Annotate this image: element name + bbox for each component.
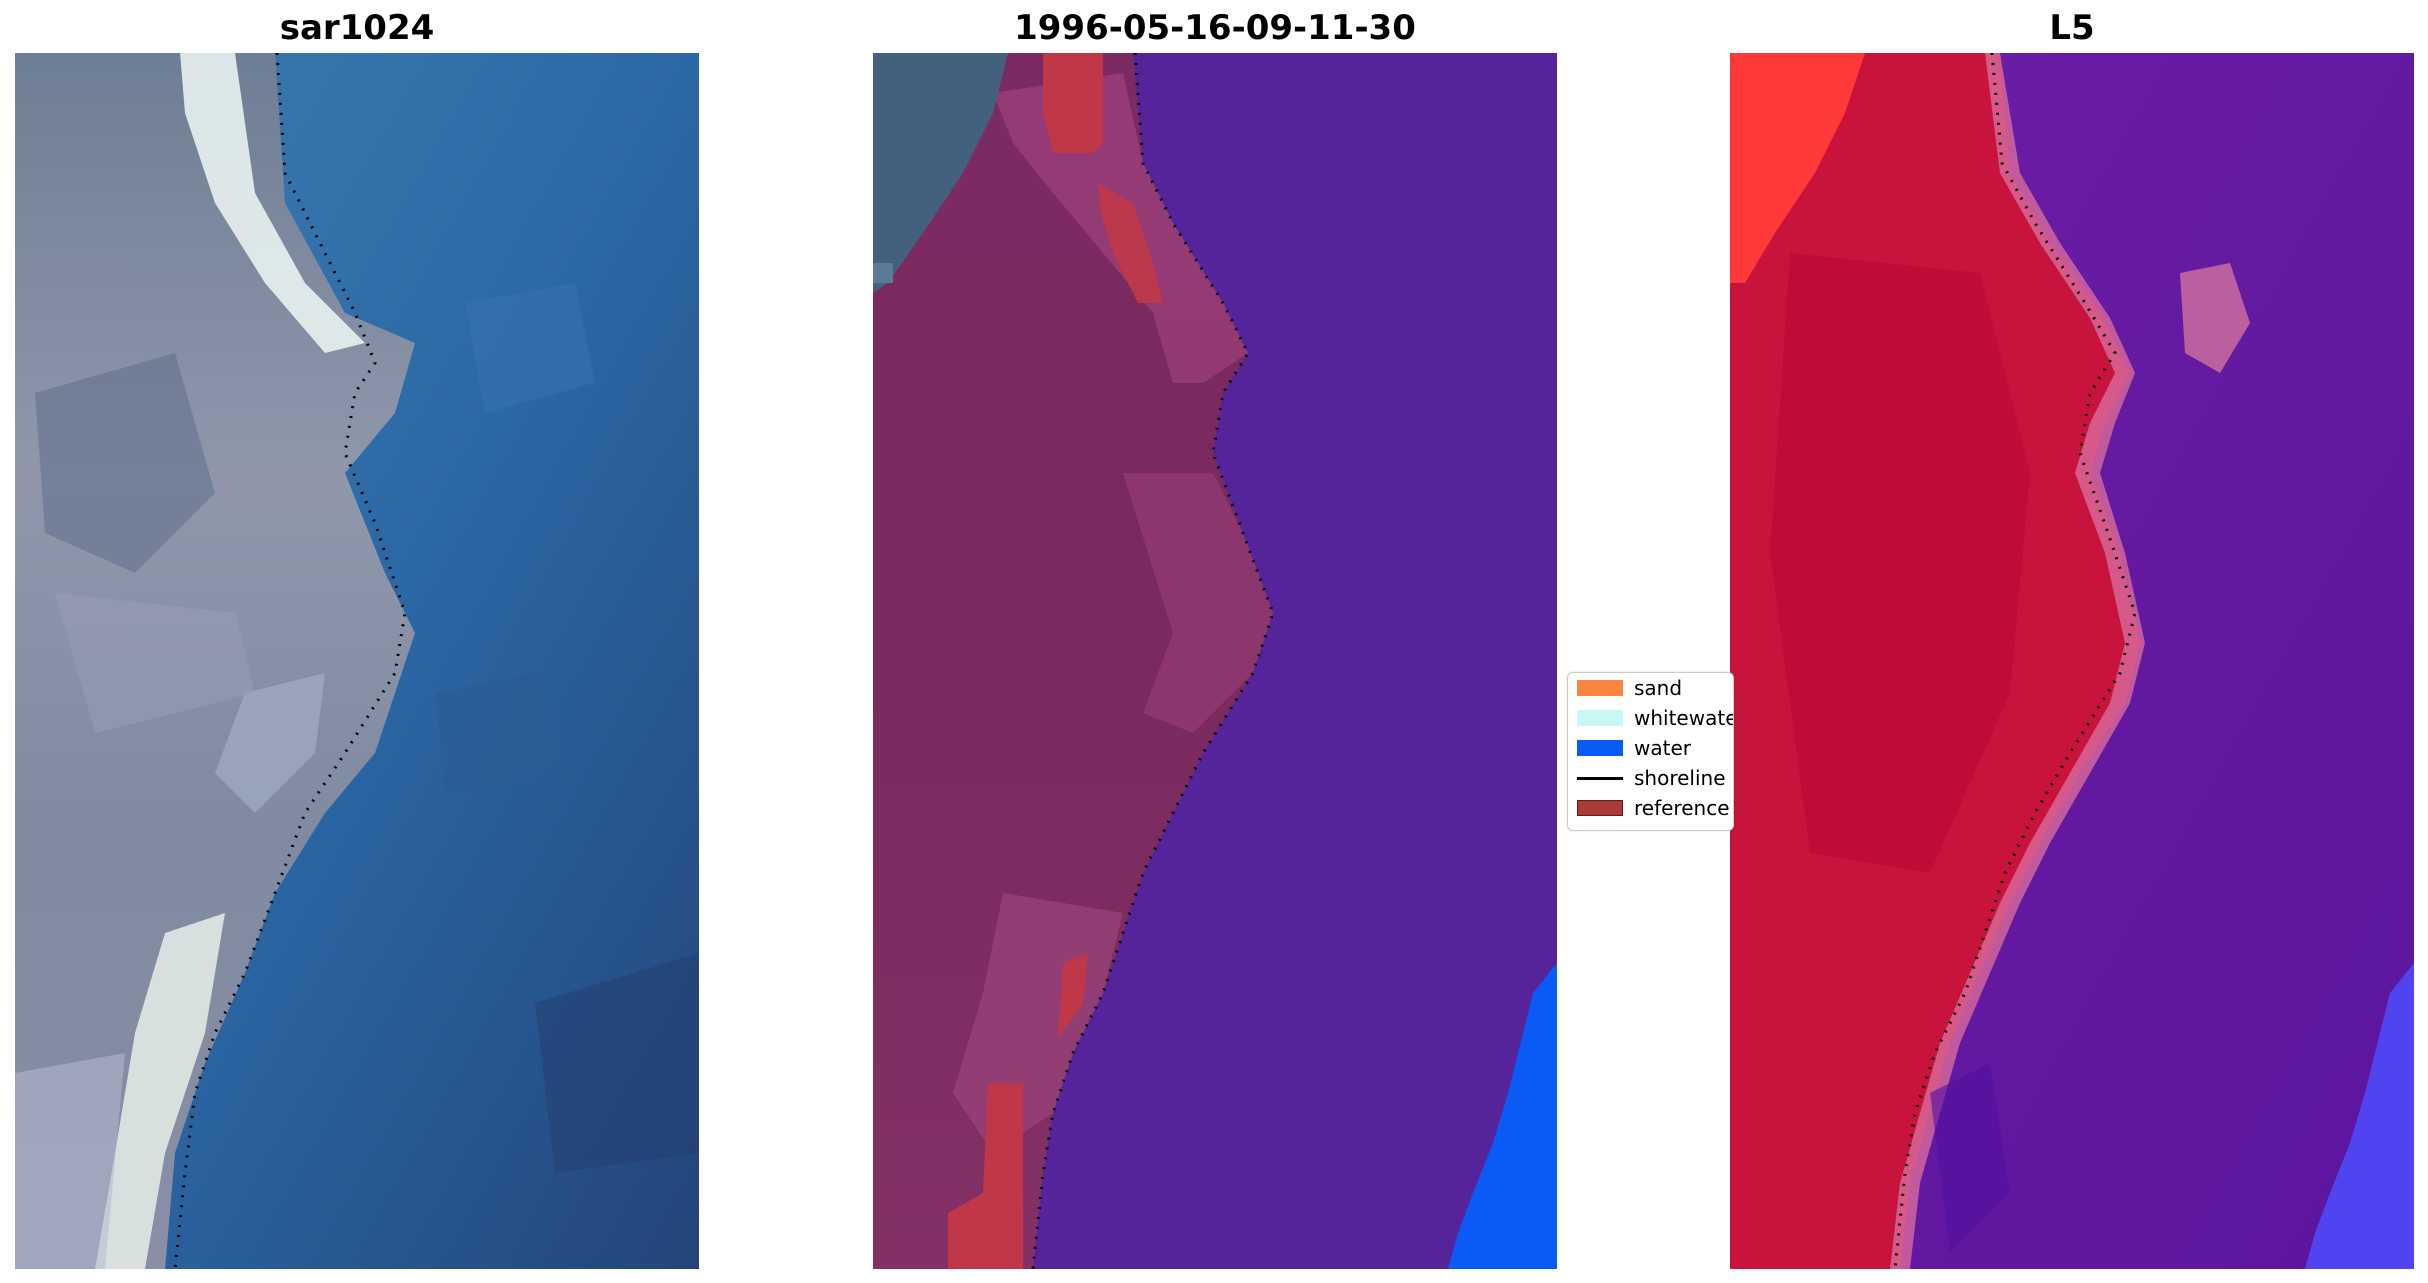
classified-image-panel [873,53,1557,1269]
legend-swatch-sand [1577,680,1623,696]
satellite-image [15,53,699,1269]
shoreline-dotted [1893,53,2137,1269]
legend-label-whitewater: whitewater [1634,706,1733,730]
legend-swatch-whitewater [1577,710,1623,726]
legend-item-reference: reference [1568,793,1733,823]
legend-label-reference: reference [1634,796,1730,820]
legend-swatch-water [1577,740,1623,756]
legend-label-water: water [1634,736,1691,760]
legend-label-shoreline: shoreline [1634,766,1726,790]
shoreline-dotted [173,53,407,1269]
l5-image-panel [1730,53,2414,1269]
legend-item-water: water [1568,733,1733,763]
l5-image [1730,53,2414,1269]
legend-line-shoreline [1577,777,1623,780]
panel-title-sar1024: sar1024 [279,8,435,48]
shoreline-dotted [1031,53,1275,1269]
panel-title-l5: L5 [2049,8,2095,48]
panel-title-date: 1996-05-16-09-11-30 [1014,8,1416,48]
legend: sand whitewater water shoreline referenc… [1567,672,1734,831]
legend-label-sand: sand [1634,676,1683,700]
legend-swatch-reference [1577,800,1623,816]
legend-item-sand: sand [1568,673,1733,703]
legend-item-shoreline: shoreline [1568,763,1733,793]
satellite-image-panel [15,53,699,1269]
legend-item-whitewater: whitewater [1568,703,1733,733]
classified-image [873,53,1557,1269]
